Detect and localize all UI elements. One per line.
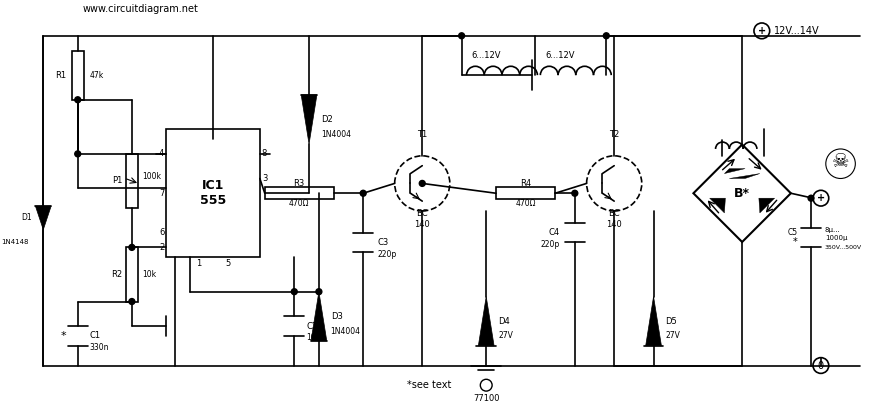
Text: 27V: 27V xyxy=(498,331,513,341)
Text: 8μ...: 8μ... xyxy=(825,227,841,232)
Text: *: * xyxy=(793,237,797,247)
Text: 2: 2 xyxy=(159,243,165,252)
Text: www.circuitdiagram.net: www.circuitdiagram.net xyxy=(82,4,199,14)
Text: 1N4148: 1N4148 xyxy=(1,239,29,245)
Text: D1: D1 xyxy=(21,213,32,222)
Circle shape xyxy=(604,33,609,39)
Text: 220p: 220p xyxy=(540,240,560,249)
Text: P1: P1 xyxy=(111,177,122,185)
Circle shape xyxy=(813,358,829,373)
Text: 10k: 10k xyxy=(142,270,156,279)
Text: *: * xyxy=(60,331,66,341)
Circle shape xyxy=(360,190,366,196)
Bar xyxy=(126,154,138,208)
Polygon shape xyxy=(724,168,745,174)
Text: D5: D5 xyxy=(666,317,677,326)
Text: C2: C2 xyxy=(306,322,317,330)
Text: +: + xyxy=(816,193,825,203)
Text: B*: B* xyxy=(734,187,750,200)
Circle shape xyxy=(808,195,814,201)
Text: 220p: 220p xyxy=(378,250,397,259)
Text: T1: T1 xyxy=(417,130,427,139)
Text: 100k: 100k xyxy=(142,172,160,181)
Circle shape xyxy=(395,156,449,211)
Bar xyxy=(72,51,83,100)
Text: C1: C1 xyxy=(89,331,101,341)
Circle shape xyxy=(129,298,135,305)
Text: C3: C3 xyxy=(378,238,389,247)
Text: BC
140: BC 140 xyxy=(606,209,622,228)
Bar xyxy=(166,129,260,257)
Text: C4: C4 xyxy=(549,228,560,237)
Text: 6: 6 xyxy=(159,228,165,237)
Polygon shape xyxy=(730,174,759,179)
Polygon shape xyxy=(478,296,494,346)
Text: 3: 3 xyxy=(262,174,267,183)
Text: R1: R1 xyxy=(55,70,66,80)
Circle shape xyxy=(316,289,321,294)
Text: *see text: *see text xyxy=(407,380,452,390)
Text: R4: R4 xyxy=(520,179,531,188)
Circle shape xyxy=(587,156,642,211)
Text: D4: D4 xyxy=(498,317,510,326)
Text: C5: C5 xyxy=(788,228,797,237)
Polygon shape xyxy=(311,292,327,341)
Text: 330n: 330n xyxy=(89,343,109,352)
Text: 0: 0 xyxy=(818,360,824,371)
Text: 5: 5 xyxy=(225,259,230,268)
Text: 27V: 27V xyxy=(666,331,681,341)
Polygon shape xyxy=(710,198,725,213)
Circle shape xyxy=(459,33,464,39)
Polygon shape xyxy=(35,206,51,230)
Circle shape xyxy=(292,289,297,294)
Text: 77100: 77100 xyxy=(473,394,499,403)
Text: 1: 1 xyxy=(195,259,201,268)
Polygon shape xyxy=(301,95,317,144)
Text: 4: 4 xyxy=(159,149,165,158)
Polygon shape xyxy=(759,198,774,213)
Text: 12V...14V: 12V...14V xyxy=(774,26,819,36)
Bar xyxy=(265,188,334,199)
Circle shape xyxy=(420,181,425,186)
Text: 6...12V: 6...12V xyxy=(545,51,575,60)
Text: ☠: ☠ xyxy=(832,152,850,171)
Text: BC
140: BC 140 xyxy=(414,209,430,228)
Text: 470Ω: 470Ω xyxy=(289,198,309,208)
Text: 6...12V: 6...12V xyxy=(471,51,501,60)
Text: R2: R2 xyxy=(111,270,122,279)
Circle shape xyxy=(754,23,770,39)
Polygon shape xyxy=(694,145,791,242)
Polygon shape xyxy=(646,296,661,346)
Circle shape xyxy=(572,190,578,196)
Text: +: + xyxy=(758,26,766,36)
Text: 1000μ: 1000μ xyxy=(825,234,847,241)
Text: R3: R3 xyxy=(293,179,305,188)
Bar xyxy=(496,188,555,199)
Text: 1N4004: 1N4004 xyxy=(321,130,351,139)
Circle shape xyxy=(826,149,855,179)
Text: 10n: 10n xyxy=(306,333,321,343)
Text: D2: D2 xyxy=(321,115,333,124)
Text: IC1
555: IC1 555 xyxy=(200,179,226,207)
Bar xyxy=(126,247,138,302)
Circle shape xyxy=(129,245,135,250)
Circle shape xyxy=(813,190,829,206)
Circle shape xyxy=(74,151,81,157)
Text: 1N4004: 1N4004 xyxy=(331,326,361,336)
Text: 470Ω: 470Ω xyxy=(515,198,536,208)
Text: 8: 8 xyxy=(262,149,267,158)
Text: 47k: 47k xyxy=(89,70,103,80)
Circle shape xyxy=(480,379,492,391)
Circle shape xyxy=(74,97,81,103)
Text: T2: T2 xyxy=(609,130,619,139)
Text: 7: 7 xyxy=(159,189,165,198)
Text: D3: D3 xyxy=(331,312,343,321)
Text: 350V...500V: 350V...500V xyxy=(825,245,862,250)
